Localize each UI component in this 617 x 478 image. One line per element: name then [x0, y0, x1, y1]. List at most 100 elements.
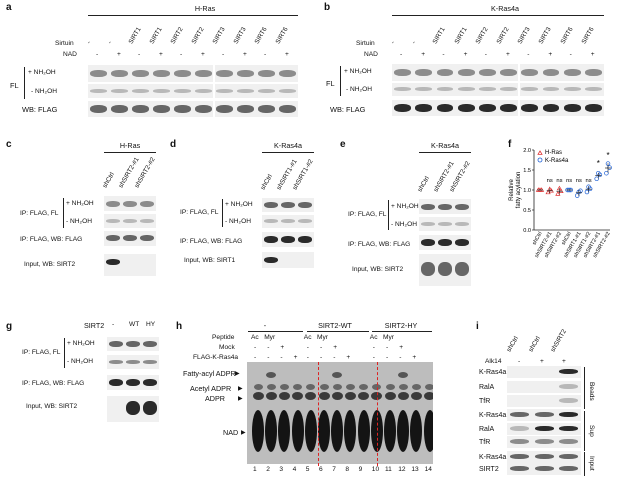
panel-b-nad-value-6: -: [527, 51, 530, 58]
tlc-spot: [304, 410, 317, 452]
blot-band: [298, 202, 313, 208]
blot-band: [478, 87, 496, 91]
panel-g-input: Input, WB: SIRT2: [26, 403, 78, 410]
panel-e-lane-label-0: shCtrl: [416, 175, 431, 194]
panel-h-mock-5: +: [333, 344, 338, 351]
blot-band: [563, 69, 581, 76]
blot-band: [263, 257, 278, 263]
blot-band: [457, 69, 475, 76]
panel-b-sirtuin-label-2: SIRT1: [431, 26, 448, 46]
blot-band: [455, 239, 470, 246]
panel-d-blot-ip-wb: [262, 232, 314, 247]
panel-i-blot-row-1: [507, 381, 581, 393]
tlc-spot: [266, 372, 277, 378]
blot-band: [542, 69, 560, 76]
significance-label: ns: [556, 178, 562, 184]
blot-band: [563, 87, 581, 91]
y-axis-label: Relativefatty acylation: [509, 172, 522, 209]
tlc-spot: [306, 384, 316, 390]
panel-h-mock-6: -: [372, 344, 375, 351]
marker-acetyl-adpr: Acetyl ADPR: [190, 384, 232, 393]
panel-h-mock-1: -: [267, 344, 270, 351]
panel-h-letter: h: [176, 321, 183, 332]
panel-c-bracket: [63, 198, 64, 228]
blot-band: [298, 236, 313, 243]
blot-splice: [518, 83, 521, 96]
blot-band: [534, 439, 554, 444]
panel-c-title-line: [104, 152, 156, 153]
panel-b-nad-value-1: +: [421, 51, 426, 58]
blot-band: [415, 104, 433, 112]
panel-i-blot-row-3: [507, 409, 581, 421]
data-point: [575, 193, 580, 198]
y-axis-label-line-1: Relative: [509, 179, 515, 201]
panel-f-chart: 0.0 0.5 1.0 1.5 2.0 Relativefatty acylation sh…: [500, 142, 617, 292]
blot-band: [237, 105, 254, 113]
panel-a-wb-label: WB: FLAG: [22, 105, 58, 114]
blot-band: [216, 105, 233, 113]
marker-arrow-2: ▶: [238, 386, 243, 392]
tlc-spot: [318, 392, 330, 400]
blot-band: [542, 104, 560, 112]
panel-e-nh2oh-plus: + NH₂OH: [391, 203, 419, 210]
y-tick-label: 1.0: [523, 188, 531, 194]
panel-i-row-0: K-Ras4a: [479, 369, 507, 376]
blot-band: [521, 104, 539, 112]
panel-i-row-4: RalA: [479, 426, 495, 433]
panel-b-sirtuin-label-1: -: [410, 39, 418, 46]
panel-i-lane-label-1: shCtrl: [527, 335, 542, 354]
panel-i-row-2: TfR: [479, 398, 491, 405]
panel-h-lane-number-7: 8: [345, 466, 350, 473]
tlc-spot: [370, 410, 383, 452]
panel-i-blot-row-5: [507, 436, 581, 448]
panel-d-title-line: [262, 152, 314, 153]
blot-splice: [213, 84, 215, 98]
blot-band: [534, 426, 554, 431]
blot-band: [123, 201, 137, 207]
blot-splice: [213, 101, 215, 117]
panel-e-letter: e: [340, 139, 346, 150]
tlc-spot: [319, 384, 329, 390]
blot-band: [510, 466, 529, 471]
blot-band: [105, 219, 120, 223]
blot-splice: [518, 100, 521, 116]
panel-i-lane-label-0: shCtrl: [505, 335, 520, 354]
panel-h-flag-9: -: [386, 354, 389, 361]
panel-c-blot-fl-plus: [104, 196, 156, 211]
tlc-spot: [359, 384, 369, 390]
marker-adpr: ADPR: [205, 394, 225, 403]
blot-band: [153, 89, 170, 93]
tlc-spot: [384, 410, 396, 452]
significance-label: ns: [586, 178, 592, 184]
blot-band: [584, 104, 602, 112]
panel-a-sirtuin-label-2: SIRT1: [127, 26, 143, 46]
blot-band: [105, 259, 120, 265]
panel-h-mock-label: Mock: [219, 344, 235, 351]
marker-nad: NAD: [223, 428, 239, 437]
blot-band: [563, 104, 581, 112]
panel-g-blot-input: [107, 396, 159, 422]
blot-band: [126, 360, 140, 364]
panel-h-lane-number-3: 4: [292, 466, 297, 473]
blot-band: [143, 401, 158, 415]
panel-d-nh2oh-minus: - NH₂OH: [225, 218, 252, 225]
panel-b-sirtuin-label-9: SIRT6: [580, 26, 596, 46]
panel-d-nh2oh-plus: + NH₂OH: [225, 201, 253, 208]
panel-e-input: Input, WB: SIRT2: [352, 266, 404, 273]
panel-a-nh2oh-plus: + NH₂OH: [28, 69, 56, 76]
panel-a-sirtuin-label-9: SIRT6: [274, 26, 290, 46]
panel-a-title-line: [88, 15, 298, 16]
panel-b-title: K-Ras4a: [491, 4, 519, 13]
panel-h-peptide-5: Myr: [383, 334, 394, 341]
panel-c-ip-fl: IP: FLAG, FL: [20, 210, 59, 217]
blot-band: [108, 379, 123, 386]
panel-i-blot-row-2: [507, 395, 581, 407]
panel-h-flag-11: +: [412, 354, 417, 361]
panel-e-ip-wb: IP: FLAG, WB: FLAG: [348, 241, 411, 248]
blot-band: [534, 412, 554, 417]
blot-band: [143, 379, 158, 386]
y-axis-label-line-2: fatty acylation: [516, 172, 522, 209]
panel-d-blot-fl-minus: [262, 215, 314, 228]
tlc-spot: [293, 384, 303, 390]
